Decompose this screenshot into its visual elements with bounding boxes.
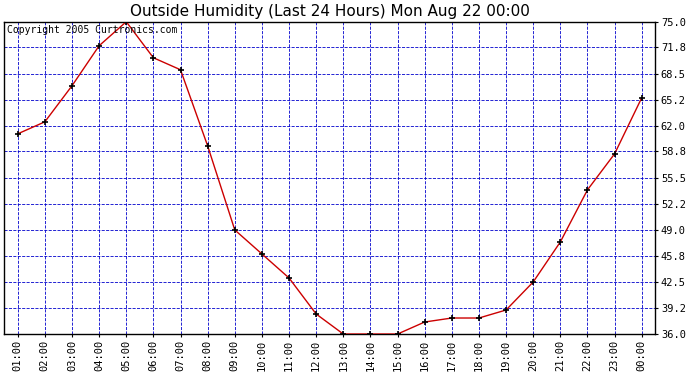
- Title: Outside Humidity (Last 24 Hours) Mon Aug 22 00:00: Outside Humidity (Last 24 Hours) Mon Aug…: [130, 4, 530, 19]
- Text: Copyright 2005 Curtronics.com: Copyright 2005 Curtronics.com: [8, 25, 178, 35]
